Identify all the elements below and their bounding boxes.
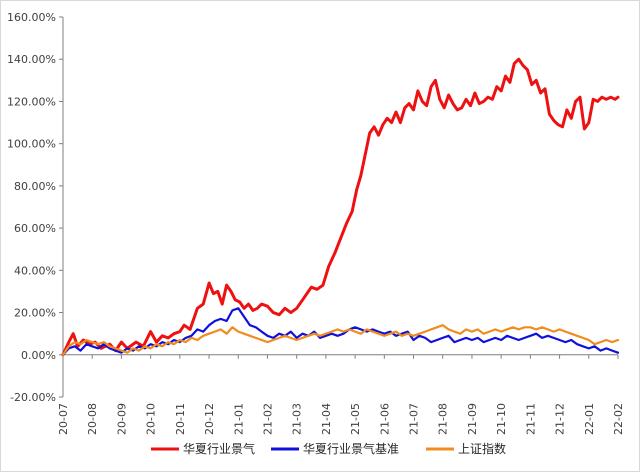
y-tick-label: 100.00% — [7, 138, 56, 151]
y-tick-label: 60.00% — [14, 222, 56, 235]
x-tick-label: 20-09 — [115, 403, 128, 435]
x-tick-label: 21-02 — [261, 403, 274, 435]
y-tick-label: 120.00% — [7, 95, 56, 108]
x-tick-label: 21-07 — [408, 403, 421, 435]
y-tick-label: 80.00% — [14, 180, 56, 193]
x-tick-label: 21-11 — [524, 403, 537, 435]
series-line-3 — [61, 324, 620, 356]
x-tick-label: 21-06 — [378, 403, 391, 435]
y-tick-label: 20.00% — [14, 307, 56, 320]
x-tick-label: 20-07 — [57, 403, 70, 435]
x-tick-label: 20-12 — [203, 403, 216, 435]
x-tick-label: 20-08 — [86, 403, 99, 435]
y-tick-label: 140.00% — [7, 53, 56, 66]
x-tick-label: 22-02 — [612, 403, 625, 435]
x-tick-label: 20-11 — [174, 403, 187, 435]
x-tick-label: 21-08 — [437, 403, 450, 435]
x-tick-label: 21-12 — [554, 403, 567, 435]
x-tick-label: 21-03 — [291, 403, 304, 435]
y-tick-label: 0.00% — [21, 349, 56, 362]
x-tick-label: 20-10 — [145, 403, 158, 435]
x-tick-label: 21-01 — [232, 403, 245, 435]
y-tick-label: -20.00% — [10, 391, 56, 404]
series-layer — [61, 57, 620, 357]
x-axis: 20-07 20-08 20-09 20-10 20-11 20-12 21-01 21-02… — [57, 354, 625, 435]
y-axis: -20.00% 0.00% 20.00% 40.00% 60.00% 80.00% 100.… — [7, 11, 64, 404]
series-line-1 — [61, 57, 620, 357]
legend-label-2: 华夏行业景气基准 — [303, 441, 399, 456]
x-tick-label: 21-05 — [349, 403, 362, 435]
legend: 华夏行业景气 华夏行业景气基准 上证指数 — [151, 441, 506, 456]
x-tick-label: 21-04 — [320, 403, 333, 435]
x-tick-label: 21-09 — [466, 403, 479, 435]
x-tick-label: 22-01 — [583, 403, 596, 435]
y-tick-label: 160.00% — [7, 11, 56, 24]
x-tick-label: 21-10 — [495, 403, 508, 435]
y-tick-label: 40.00% — [14, 264, 56, 277]
legend-label-1: 华夏行业景气 — [183, 441, 255, 456]
legend-label-3: 上证指数 — [458, 441, 506, 456]
